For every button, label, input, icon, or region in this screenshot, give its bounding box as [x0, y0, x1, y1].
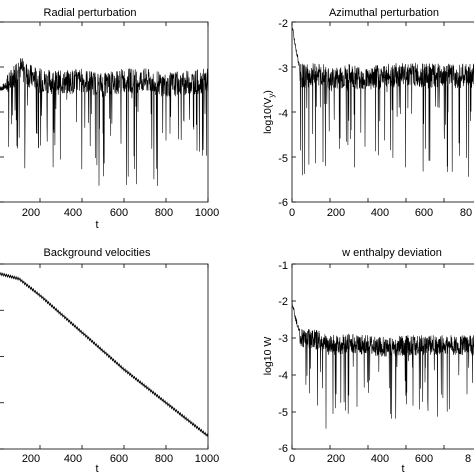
xtick-label: 0 [289, 453, 295, 465]
xtick-label: 80 [460, 207, 472, 219]
tick-marks [291, 21, 445, 203]
xtick-label: 400 [64, 453, 82, 465]
xticks-azimuthal: 0 200 400 600 80 [289, 207, 472, 219]
ytick-label: -1 [278, 260, 288, 272]
title-background: Background velocities [43, 247, 151, 259]
tick-marks [291, 263, 445, 450]
xtick-label: 200 [327, 207, 345, 219]
tick-marks [0, 263, 209, 450]
xtick-label: 600 [415, 453, 433, 465]
xtick-label: 600 [110, 453, 128, 465]
axes-radial [0, 21, 209, 203]
ytick-label: -4 [278, 370, 288, 382]
xlabel-radial: t [95, 219, 98, 231]
tick-marks [0, 21, 209, 203]
xticks-background: 200 400 600 800 1000 [22, 453, 219, 465]
xticks-enthalpy: 0 200 400 600 8 [289, 453, 471, 465]
xtick-label: 600 [415, 207, 433, 219]
xtick-label: 200 [22, 453, 40, 465]
ytick-label: -6 [278, 443, 288, 455]
ylabel-azimuthal: log10(Vy) [262, 90, 276, 134]
title-azimuthal: Azimuthal perturbation [329, 7, 439, 19]
xtick-label: 200 [327, 453, 345, 465]
series-line-radial [0, 58, 209, 186]
xtick-label: 1000 [195, 453, 219, 465]
title-enthalpy: w enthalpy deviation [341, 247, 442, 259]
axes-background [0, 263, 209, 450]
xtick-label: 0 [289, 207, 295, 219]
xtick-label: 400 [64, 207, 82, 219]
ylabel-enthalpy: log10 W [262, 337, 274, 376]
ytick-label: -2 [278, 296, 288, 308]
series-line-background [0, 271, 209, 438]
xlabel-enthalpy: t [401, 463, 404, 474]
xtick-label: 800 [155, 453, 173, 465]
xtick-label: 600 [110, 207, 128, 219]
yticks-enthalpy: -1 -2 -3 -4 -5 -6 [278, 260, 288, 455]
series-line-enthalpy [291, 299, 474, 429]
xticks-radial: 200 400 600 800 1000 [22, 207, 219, 219]
xtick-label: 400 [371, 453, 389, 465]
ytick-label: -2 [278, 18, 288, 30]
ytick-label: -5 [278, 153, 288, 165]
ytick-label: -5 [278, 407, 288, 419]
xlabel-background: t [95, 463, 98, 474]
axes-enthalpy [291, 263, 474, 450]
ytick-label: -3 [278, 63, 288, 75]
xtick-label: 800 [155, 207, 173, 219]
xtick-label: 200 [22, 207, 40, 219]
ytick-label: -4 [278, 108, 288, 120]
axes-azimuthal [291, 21, 474, 203]
xtick-label: 1000 [195, 207, 219, 219]
ytick-label: -3 [278, 333, 288, 345]
yticks-azimuthal: -2 -3 -4 -5 -6 [278, 18, 288, 209]
series-line-azimuthal [291, 27, 474, 177]
xtick-label: 8 [465, 453, 471, 465]
xtick-label: 400 [371, 207, 389, 219]
ytick-label: -6 [278, 197, 288, 209]
title-radial: Radial perturbation [44, 7, 137, 19]
